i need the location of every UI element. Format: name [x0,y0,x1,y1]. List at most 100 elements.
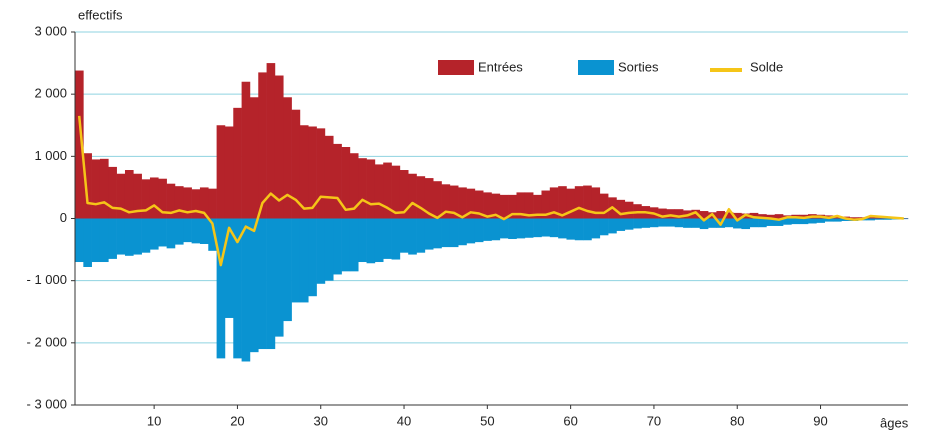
bar [308,219,317,297]
bar [533,219,542,238]
bar [683,219,692,228]
bar [283,97,292,218]
bar [450,219,459,248]
bar [525,219,534,238]
bar [217,125,226,218]
bar [267,219,276,350]
bar [375,164,384,218]
bar [800,219,809,225]
x-tick-label: 50 [480,413,494,428]
bar [358,219,367,263]
bar [242,82,251,219]
y-tick-label: - 1 000 [27,272,67,287]
bar [875,219,884,220]
bar [641,219,650,228]
bar [317,219,326,284]
bar [217,219,226,359]
bar [541,219,550,237]
bar [666,219,675,227]
bar [408,219,417,255]
bar [516,219,525,239]
bar [650,219,659,228]
bar [292,219,301,303]
bar [866,219,875,221]
bar [433,219,442,249]
bar [725,219,734,228]
bar [258,72,267,218]
y-tick-label: 0 [60,210,67,225]
bar [83,219,92,267]
bar [625,219,634,230]
bar [750,219,759,228]
bar [400,219,409,253]
bar [608,219,617,234]
bar [741,219,750,230]
bar [192,219,201,244]
bar [342,219,351,272]
legend-swatch [578,60,614,75]
bar [375,219,384,263]
bar [583,219,592,241]
bar [133,219,142,255]
bar [675,219,684,228]
bar [183,187,192,218]
bar [442,219,451,248]
bar [108,219,117,259]
bar [500,195,509,219]
bar [333,144,342,219]
bar [158,219,167,247]
bar [225,126,234,218]
bar [408,174,417,219]
bar [575,186,584,218]
bar [467,219,476,244]
bar [500,219,509,239]
bar [100,219,109,263]
bar [317,128,326,218]
bar [275,219,284,337]
bar [417,176,426,218]
bar [475,219,484,243]
bar [333,219,342,275]
bar [125,219,134,256]
y-tick-label: 1 000 [34,148,67,163]
bar [433,181,442,218]
y-tick-label: 3 000 [34,23,67,38]
bar [117,219,126,255]
bar [808,219,817,224]
bar [350,219,359,272]
bar [616,219,625,231]
bar [242,219,251,362]
bar [691,219,700,228]
x-tick-label: 60 [563,413,577,428]
legend-swatch [438,60,474,75]
bar [566,219,575,240]
bar [192,189,201,218]
x-tick-label: 10 [147,413,161,428]
x-tick-label: 40 [397,413,411,428]
bar [142,219,151,253]
x-axis-title: âges [880,415,909,430]
bar [175,186,184,218]
bar [208,189,217,219]
bar [791,219,800,225]
bar [633,219,642,229]
y-tick-label: 2 000 [34,86,67,101]
bar [483,219,492,241]
legend-label: Solde [750,59,783,74]
bar [300,219,309,303]
x-tick-label: 70 [647,413,661,428]
bar [458,219,467,246]
bar [600,219,609,236]
bar [417,219,426,253]
bar [616,200,625,219]
bar [325,219,334,281]
bar [150,177,159,218]
bar [108,167,117,219]
bar [583,186,592,219]
bar [283,219,292,322]
y-axis-title: effectifs [78,7,123,22]
bar [392,219,401,260]
bar [625,202,634,219]
bar [508,219,517,240]
